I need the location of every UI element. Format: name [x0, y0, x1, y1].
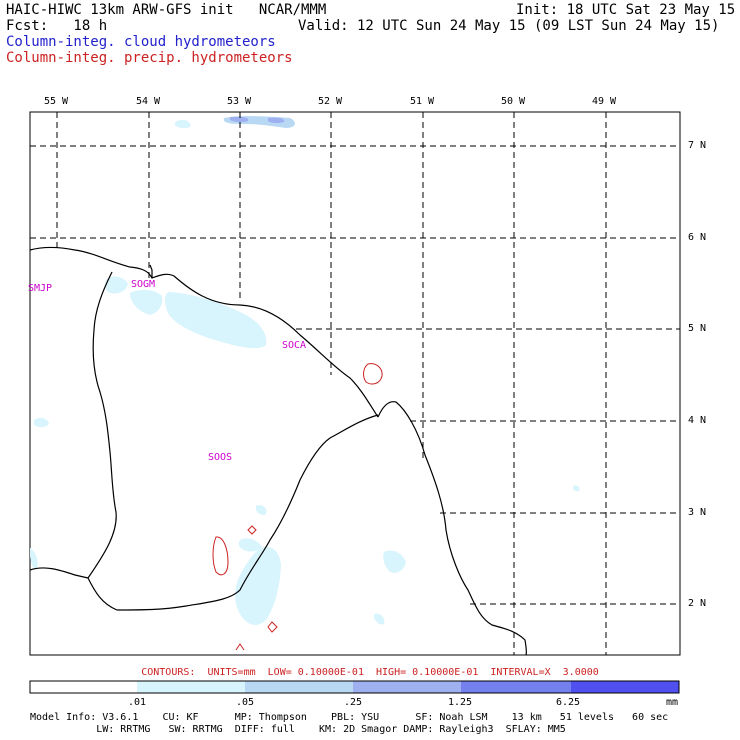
contours-info: CONTOURS: UNITS=mm LOW= 0.10000E-01 HIGH… — [141, 667, 599, 678]
lat-label: 3 N — [688, 507, 707, 518]
colorbar-label: .25 — [344, 697, 363, 708]
lat-label: 7 N — [688, 140, 707, 151]
colorbar-label: .01 — [128, 697, 147, 708]
station-label: SMJP — [28, 283, 53, 294]
colorbar-label: 6.25 — [556, 697, 581, 708]
cloud-area — [30, 548, 38, 570]
lon-label: 50 W — [501, 96, 526, 107]
chart-title: HAIC-HIWC 13km ARW-GFS init NCAR/MMM — [6, 2, 327, 18]
coastline — [29, 246, 379, 418]
border — [29, 567, 89, 579]
precip-contour — [363, 363, 383, 385]
cloud-area — [374, 613, 385, 625]
colorbar-label: .05 — [236, 697, 255, 708]
border — [87, 271, 379, 611]
cloud-area — [34, 417, 49, 428]
colorbar-segment — [30, 681, 137, 693]
lat-label: 2 N — [688, 598, 707, 609]
cloud-area — [104, 276, 128, 294]
cloud-area — [256, 505, 267, 515]
cloud-fill-areas — [30, 119, 580, 625]
graticule — [30, 112, 680, 655]
precip-contour — [235, 643, 245, 651]
lon-label: 52 W — [318, 96, 343, 107]
legend-precip: Column-integ. precip. hydrometeors — [6, 50, 293, 66]
station-label: SOCA — [282, 340, 307, 351]
station-label: SOGM — [131, 279, 156, 290]
lat-label: 4 N — [688, 415, 707, 426]
legend-cloud: Column-integ. cloud hydrometeors — [6, 34, 276, 50]
lon-label: 53 W — [227, 96, 252, 107]
cloud-area — [573, 485, 580, 492]
cloud-area — [165, 292, 267, 349]
colorbar-units: mm — [666, 697, 679, 708]
precip-contour — [267, 621, 278, 633]
colorbar-frame — [29, 680, 680, 694]
cloud-area — [238, 538, 262, 552]
init-time: Init: 18 UTC Sat 23 May 15 — [516, 2, 736, 18]
colorbar-segment — [137, 681, 245, 693]
model-info-line-2: LW: RRTMG SW: RRTMG DIFF: full KM: 2D Sm… — [30, 724, 566, 735]
border — [149, 264, 153, 278]
lon-label: 49 W — [592, 96, 617, 107]
lat-label: 5 N — [688, 323, 707, 334]
colorbar-segment — [461, 681, 571, 693]
lon-label: 55 W — [44, 96, 69, 107]
forecast-hour: Fcst: 18 h — [6, 18, 108, 34]
colorbar-segment — [571, 681, 679, 693]
lon-label: 54 W — [136, 96, 161, 107]
cloud-area — [383, 550, 406, 573]
colorbar-segment — [245, 681, 353, 693]
cloud-area-top-core — [230, 116, 249, 123]
valid-time: Valid: 12 UTC Sun 24 May 15 (09 LST Sun … — [298, 18, 720, 34]
station-label: SOOS — [208, 452, 233, 463]
lon-label: 51 W — [410, 96, 435, 107]
precip-contour — [247, 525, 257, 535]
colorbar-segment — [353, 681, 461, 693]
precip-contours — [212, 363, 383, 651]
colorbar-label: 1.25 — [448, 697, 473, 708]
cloud-area — [235, 546, 281, 625]
coastlines — [29, 246, 528, 656]
lat-label: 6 N — [688, 232, 707, 243]
colorbar — [29, 680, 680, 694]
precip-contour — [212, 536, 229, 576]
cloud-area — [130, 289, 163, 315]
cloud-area-top-core — [268, 117, 285, 124]
model-info-line-1: Model Info: V3.6.1 CU: KF MP: Thompson P… — [30, 712, 669, 723]
cloud-area — [175, 119, 191, 129]
coastline — [377, 401, 528, 656]
